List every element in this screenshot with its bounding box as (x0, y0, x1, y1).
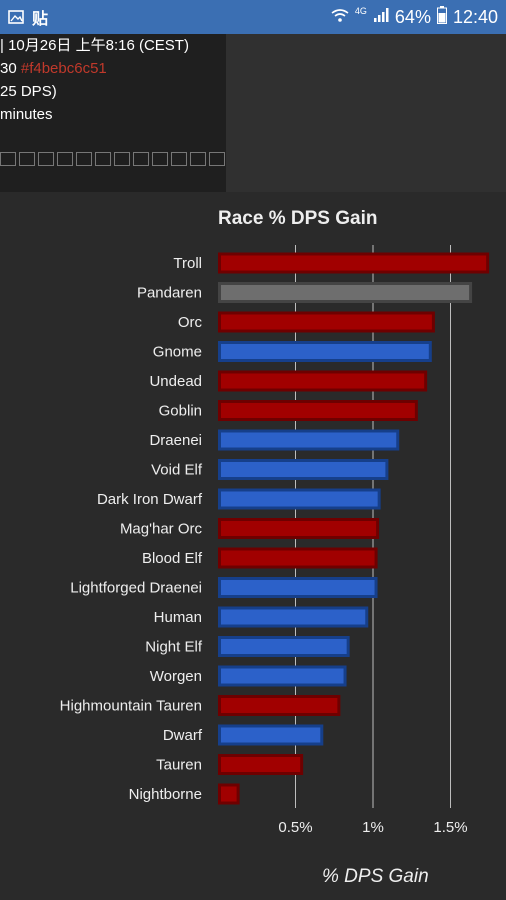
dps-line: 25 DPS) (0, 83, 57, 100)
bar-troll[interactable] (218, 252, 490, 274)
bar-blood-elf[interactable] (218, 547, 378, 569)
bar-draenei[interactable] (218, 429, 400, 451)
category-label: Night Elf (145, 639, 203, 656)
category-label: Void Elf (151, 462, 203, 479)
bar-highmountain-tauren[interactable] (218, 695, 341, 716)
x-axis-label: % DPS Gain (322, 866, 429, 887)
category-label: Pandaren (137, 285, 202, 302)
bar-dark-iron-dwarf[interactable] (218, 488, 381, 510)
clock: 12:40 (452, 6, 498, 27)
category-label: Dwarf (163, 727, 203, 744)
ability-icon (76, 152, 92, 166)
category-label: Troll (173, 255, 202, 272)
category-label: Gnome (153, 344, 202, 361)
commit-line: 30 #f4bebc6c51 (0, 60, 107, 77)
category-label: Nightborne (129, 786, 202, 803)
ability-icon (152, 152, 168, 166)
duration-line: minutes (0, 106, 53, 123)
ability-icon (190, 152, 206, 166)
category-label: Mag'har Orc (120, 521, 203, 538)
category-label: Lightforged Draenei (70, 580, 202, 597)
category-label: Highmountain Tauren (60, 698, 202, 715)
ability-icon (209, 152, 225, 166)
category-label: Undead (149, 373, 202, 390)
bar-worgen[interactable] (218, 665, 347, 687)
bar-gnome[interactable] (218, 341, 432, 362)
category-label: Goblin (159, 403, 202, 420)
category-label: Worgen (150, 668, 202, 685)
ability-icon (95, 152, 111, 166)
status-bar: 贴 4G 64% 12:40 (0, 0, 506, 34)
timestamp-line: | 10月26日 上午8:16 (CEST) (0, 37, 189, 54)
category-label: Tauren (156, 757, 202, 774)
x-tick-label: 1.5% (433, 819, 467, 836)
x-tick-label: 0.5% (278, 819, 312, 836)
category-label: Draenei (149, 432, 202, 449)
ability-icon (38, 152, 54, 166)
chart-title: Race % DPS Gain (218, 208, 378, 229)
ability-icon (114, 152, 130, 166)
bar-goblin[interactable] (218, 400, 418, 421)
bar-orc[interactable] (218, 311, 435, 333)
bar-tauren[interactable] (218, 754, 304, 775)
paste-icon: 贴 (32, 9, 49, 28)
x-tick-label: 1% (362, 819, 384, 836)
bar-nightborne[interactable] (218, 783, 240, 805)
bar-void-elf[interactable] (218, 459, 389, 480)
bar-night-elf[interactable] (218, 636, 350, 657)
ability-icon (171, 152, 187, 166)
bar-undead[interactable] (218, 370, 428, 392)
gallery-icon (8, 9, 24, 25)
category-label: Orc (178, 314, 203, 331)
bar-pandaren[interactable] (218, 282, 473, 303)
commit-hash-link[interactable]: #f4bebc6c51 (20, 60, 107, 77)
network-type: 4G (354, 6, 367, 16)
ability-icons (0, 152, 226, 166)
category-label: Human (154, 609, 202, 626)
ability-icon (19, 152, 35, 166)
ability-icon (0, 152, 16, 166)
ability-icon (133, 152, 149, 166)
bar-human[interactable] (218, 606, 369, 628)
bar-dwarf[interactable] (218, 724, 324, 746)
category-label: Dark Iron Dwarf (97, 491, 203, 508)
embed-preview: | 10月26日 上午8:16 (CEST) 30 #f4bebc6c51 25… (0, 34, 226, 192)
bar-mag-har-orc[interactable] (218, 518, 380, 539)
battery-percent: 64% (394, 6, 431, 27)
category-label: Blood Elf (142, 550, 203, 567)
battery-icon (436, 5, 447, 29)
embed-side-panel (226, 34, 506, 192)
signal-icon (373, 7, 389, 28)
ability-icon (57, 152, 73, 166)
wifi-icon (331, 7, 349, 28)
bar-lightforged-draenei[interactable] (218, 577, 378, 598)
